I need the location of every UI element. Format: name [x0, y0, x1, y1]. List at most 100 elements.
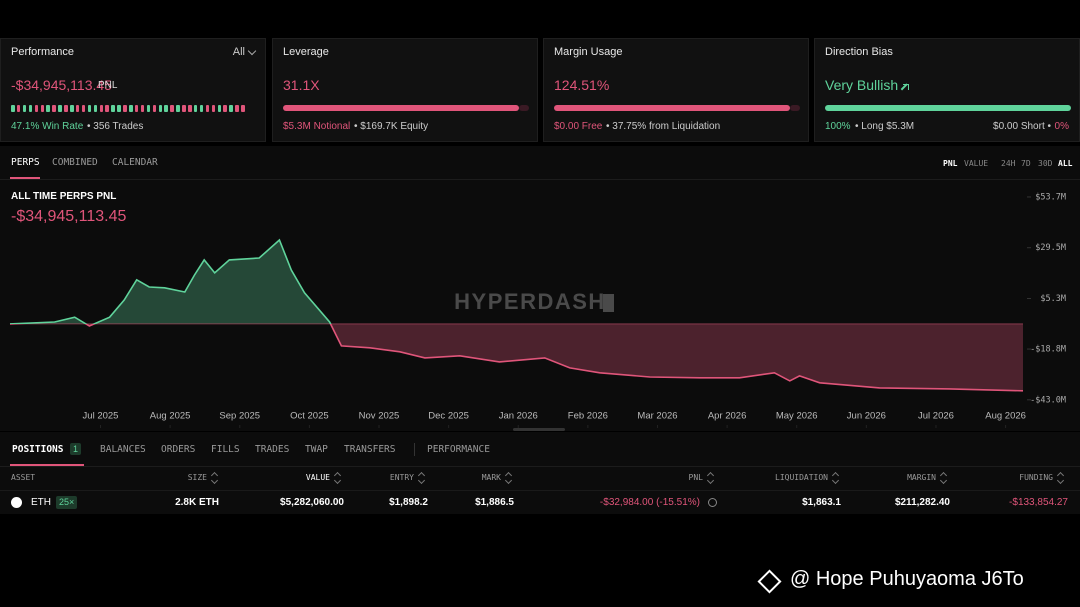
- card-title: Margin Usage: [554, 46, 623, 58]
- pnl-line: [9, 238, 1024, 392]
- share-icon[interactable]: [708, 498, 717, 507]
- table-cell: -$133,854.27: [1009, 497, 1068, 508]
- table-cell: $5,282,060.00: [280, 497, 344, 508]
- card-right-stat: 0%: [1054, 121, 1069, 132]
- positions-tab[interactable]: PERFORMANCE: [427, 444, 490, 455]
- asset-name: ETH: [31, 497, 51, 508]
- y-tick-label: $5.3M: [1040, 294, 1066, 304]
- progress-track: [519, 105, 529, 111]
- winrate-segment: [129, 105, 133, 112]
- column-header[interactable]: FUNDING: [1019, 473, 1053, 482]
- column-header: ASSET: [11, 473, 36, 482]
- progress-bar: [825, 105, 1071, 111]
- column-header[interactable]: MARGIN: [907, 473, 936, 482]
- x-tick-label: Nov 2025: [359, 411, 400, 422]
- positions-tab[interactable]: ORDERS: [161, 444, 196, 455]
- y-tick-label: $53.7M: [1035, 192, 1066, 202]
- card-detail: • Long $5.3M: [855, 121, 915, 132]
- mode-toggle[interactable]: PNL: [943, 159, 958, 168]
- winrate-segment: [176, 105, 180, 112]
- x-tick-label: Aug 2026: [985, 411, 1026, 422]
- column-header[interactable]: PNL: [688, 473, 703, 482]
- stat-card: Performance All -$34,945,113.45 PNL 47.1% Wi…: [0, 38, 266, 142]
- row-line: [0, 490, 1080, 491]
- winrate-segment: [199, 105, 204, 112]
- range-toggle[interactable]: 7D: [1021, 159, 1031, 168]
- x-tick-label: Apr 2026: [708, 411, 747, 422]
- x-tick-label: Dec 2025: [428, 411, 469, 422]
- winrate-segment: [235, 105, 239, 112]
- column-header[interactable]: LIQUIDATION: [775, 473, 828, 482]
- winrate-segment: [93, 105, 98, 112]
- winrate-segment: [58, 105, 62, 112]
- card-stat: 100%: [825, 121, 851, 132]
- range-toggle[interactable]: 24H: [1001, 159, 1016, 168]
- watermark-text: @ Hope Puhuyaoma J6To: [790, 568, 1024, 590]
- dropdown-chevron: [247, 46, 257, 56]
- positions-tab[interactable]: FILLS: [211, 444, 240, 455]
- positions-tab[interactable]: TRANSFERS: [344, 444, 396, 455]
- winrate-segment: [52, 105, 56, 112]
- watermark-icon: [757, 569, 782, 594]
- winrate-segment: [64, 105, 68, 112]
- y-tick-label: -$18.8M: [1030, 345, 1066, 355]
- positions-tab[interactable]: POSITIONS: [12, 444, 64, 455]
- table-cell: $1,863.1: [802, 497, 841, 508]
- x-tick-label: Jan 2026: [499, 411, 538, 422]
- card-detail: • 37.75% from Liquidation: [606, 121, 721, 132]
- mode-toggle[interactable]: VALUE: [964, 159, 989, 168]
- card-value: Very Bullish: [825, 77, 899, 93]
- column-header[interactable]: ENTRY: [389, 473, 414, 482]
- winrate-segment: [40, 105, 45, 112]
- winrate-segment: [152, 105, 157, 112]
- table-cell: $1,886.5: [475, 497, 514, 508]
- progress-bar: [283, 105, 519, 111]
- card-stat: $5.3M Notional: [283, 121, 351, 132]
- column-header[interactable]: VALUE: [305, 473, 330, 482]
- card-right-detail: $0.00 Short •: [993, 121, 1051, 132]
- range-toggle[interactable]: ALL: [1058, 159, 1073, 168]
- winrate-segment: [123, 105, 127, 112]
- winrate-segment: [241, 105, 245, 112]
- card-detail: • $169.7K Equity: [354, 121, 429, 132]
- card-title: Direction Bias: [825, 46, 893, 58]
- positions-tab[interactable]: BALANCES: [100, 444, 146, 455]
- card-value: -$34,945,113.45: [11, 77, 112, 93]
- chart-tab[interactable]: CALENDAR: [112, 157, 158, 168]
- x-tick-label: Sep 2025: [219, 411, 260, 422]
- y-tick-label: -$43.0M: [1030, 395, 1066, 405]
- chart-tab[interactable]: COMBINED: [52, 157, 98, 168]
- chart-title: ALL TIME PERPS PNL: [11, 191, 117, 202]
- winrate-segment: [99, 105, 104, 112]
- table-cell: -$32,984.00 (-15.51%): [599, 497, 700, 508]
- winrate-segment: [117, 105, 121, 112]
- winrate-segment: [223, 105, 227, 112]
- card-stat: 47.1% Win Rate: [11, 121, 84, 132]
- card-title: Performance: [11, 46, 74, 58]
- range-toggle[interactable]: 30D: [1038, 159, 1053, 168]
- tab-underline: [10, 464, 84, 466]
- x-tick-label: May 2026: [776, 411, 818, 422]
- leverage-badge: 25×: [56, 496, 78, 509]
- x-tick-label: Oct 2025: [290, 411, 329, 422]
- winrate-segment: [193, 105, 198, 112]
- winrate-segment: [34, 105, 39, 112]
- winrate-segment: [46, 105, 50, 112]
- winrate-segment: [182, 105, 186, 112]
- table-cell: $1,898.2: [389, 497, 428, 508]
- positions-tab[interactable]: TWAP: [305, 444, 328, 455]
- positions-tab[interactable]: TRADES: [255, 444, 290, 455]
- winrate-segment: [158, 105, 163, 112]
- winrate-segment: [205, 105, 210, 112]
- area-fill: [10, 240, 1023, 391]
- column-header[interactable]: MARK: [481, 473, 501, 482]
- filter-dropdown[interactable]: All: [232, 46, 245, 58]
- column-header[interactable]: SIZE: [187, 473, 207, 482]
- x-tick-label: Jul 2026: [918, 411, 954, 422]
- table-cell: $211,282.40: [894, 497, 950, 508]
- winrate-segment: [11, 105, 15, 112]
- winrate-segment: [81, 105, 86, 112]
- chart-tab[interactable]: PERPS: [11, 157, 40, 168]
- winrate-segment: [22, 105, 27, 112]
